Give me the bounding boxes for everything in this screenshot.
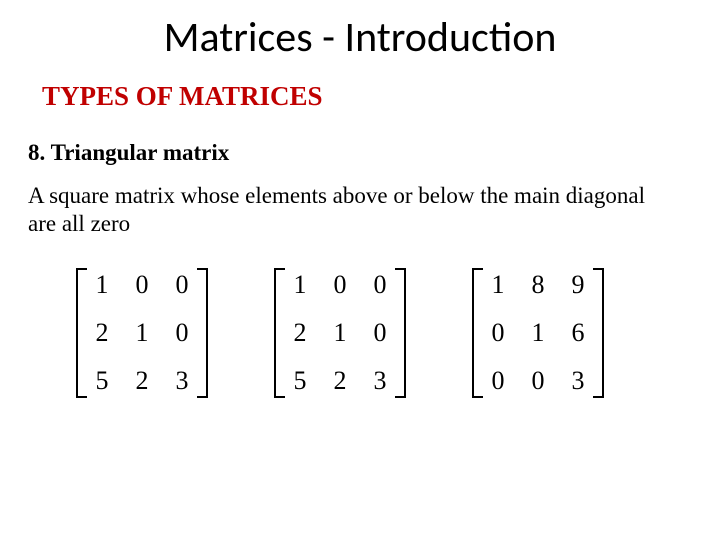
- cell: 9: [570, 272, 586, 298]
- bracket-left-icon: [472, 268, 484, 398]
- bracket-right-icon: [196, 268, 208, 398]
- subtitle: TYPES OF MATRICES: [42, 81, 692, 112]
- matrix-1: 1 0 0 2 1 0 5 2 3: [76, 268, 208, 398]
- cell: 3: [174, 368, 190, 394]
- cell: 1: [530, 320, 546, 346]
- bracket-left-icon: [76, 268, 88, 398]
- bracket-left-icon: [274, 268, 286, 398]
- cell: 0: [530, 368, 546, 394]
- cell: 1: [292, 272, 308, 298]
- page-title: Matrices - Introduction: [28, 12, 692, 63]
- cell: 1: [134, 320, 150, 346]
- matrix-3: 1 8 9 0 1 6 0 0 3: [472, 268, 604, 398]
- cell: 0: [174, 272, 190, 298]
- matrix-cells: 1 0 0 2 1 0 5 2 3: [286, 268, 394, 398]
- cell: 0: [490, 368, 506, 394]
- cell: 1: [94, 272, 110, 298]
- matrix-cells: 1 8 9 0 1 6 0 0 3: [484, 268, 592, 398]
- section-heading: 8. Triangular matrix: [28, 140, 692, 166]
- cell: 6: [570, 320, 586, 346]
- body-paragraph: A square matrix whose elements above or …: [28, 182, 668, 238]
- cell: 0: [134, 272, 150, 298]
- cell: 0: [372, 272, 388, 298]
- cell: 3: [570, 368, 586, 394]
- cell: 8: [530, 272, 546, 298]
- matrix-row: 1 0 0 2 1 0 5 2 3 1 0 0 2 1 0 5 2: [28, 268, 692, 398]
- cell: 2: [134, 368, 150, 394]
- matrix-2: 1 0 0 2 1 0 5 2 3: [274, 268, 406, 398]
- cell: 5: [292, 368, 308, 394]
- cell: 2: [94, 320, 110, 346]
- cell: 0: [490, 320, 506, 346]
- cell: 0: [174, 320, 190, 346]
- cell: 1: [332, 320, 348, 346]
- bracket-right-icon: [592, 268, 604, 398]
- bracket-right-icon: [394, 268, 406, 398]
- cell: 0: [332, 272, 348, 298]
- cell: 0: [372, 320, 388, 346]
- matrix-cells: 1 0 0 2 1 0 5 2 3: [88, 268, 196, 398]
- cell: 3: [372, 368, 388, 394]
- cell: 2: [292, 320, 308, 346]
- cell: 5: [94, 368, 110, 394]
- cell: 2: [332, 368, 348, 394]
- cell: 1: [490, 272, 506, 298]
- slide: Matrices - Introduction TYPES OF MATRICE…: [0, 0, 720, 540]
